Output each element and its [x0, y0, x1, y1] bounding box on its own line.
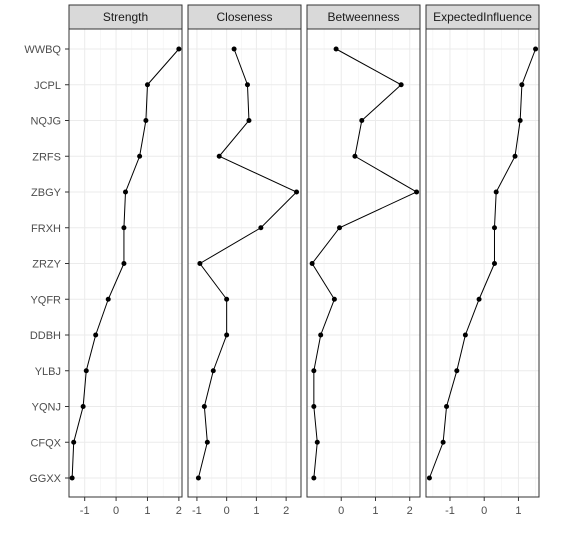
x-tick-label: 1: [372, 505, 378, 517]
data-point-closeness-jcpl: [244, 82, 250, 88]
y-tick-label-ddbh: DDBH: [30, 330, 61, 342]
data-point-betweenness-ylbj: [311, 368, 317, 374]
data-point-strength-nqjg: [143, 118, 149, 123]
data-point-closeness-ylbj: [210, 368, 216, 374]
y-tick-label-nqjg: NQJG: [30, 116, 61, 128]
data-point-expectedinfluence-yqnj: [444, 404, 450, 409]
data-point-strength-wwbq: [176, 46, 182, 52]
y-tick-label-zrfs: ZRFS: [32, 151, 61, 163]
panel-border: [68, 28, 183, 498]
panel-border: [425, 28, 540, 498]
data-point-strength-cfqx: [71, 439, 77, 445]
data-point-expectedinfluence-zbgy: [493, 189, 499, 195]
x-tick-label: 0: [338, 505, 344, 517]
data-point-expectedinfluence-cfqx: [440, 439, 446, 445]
data-point-betweenness-zrfs: [352, 153, 358, 159]
data-point-closeness-frxh: [258, 225, 264, 231]
data-point-strength-yqnj: [80, 404, 86, 409]
x-tick-label: 0: [224, 505, 230, 517]
data-point-expectedinfluence-ggxx: [426, 475, 432, 481]
data-point-closeness-zrzy: [197, 261, 203, 266]
x-tick-label: 2: [407, 505, 413, 517]
data-point-strength-frxh: [121, 225, 127, 231]
data-point-closeness-cfqx: [204, 439, 210, 445]
data-point-strength-yqfr: [105, 296, 111, 302]
data-point-closeness-yqnj: [201, 404, 207, 409]
facet-strip-label: Betweenness: [327, 10, 399, 24]
x-tick-label: 0: [113, 505, 119, 517]
data-point-closeness-zrfs: [216, 153, 222, 159]
y-tick-label-zbgy: ZBGY: [31, 187, 62, 199]
data-point-expectedinfluence-jcpl: [519, 82, 525, 88]
x-tick-label: 2: [283, 505, 289, 517]
data-point-expectedinfluence-zrzy: [491, 261, 497, 266]
x-tick-label: 1: [144, 505, 150, 517]
y-tick-label-wwbq: WWBQ: [24, 44, 61, 56]
y-tick-label-zrzy: ZRZY: [32, 259, 61, 271]
y-tick-label-yqnj: YQNJ: [32, 402, 61, 414]
panel-betweenness: Betweenness 0 1 2: [306, 4, 421, 517]
x-tick-label: 2: [176, 505, 182, 517]
data-point-expectedinfluence-yqfr: [476, 296, 482, 302]
x-tick-label: -1: [445, 505, 455, 517]
data-point-strength-ggxx: [69, 475, 75, 481]
x-tick-label: -1: [192, 505, 202, 517]
facet-strip-expectedinfluence: [425, 4, 540, 30]
data-point-betweenness-frxh: [337, 225, 343, 231]
facet-strip-betweenness: [306, 4, 421, 30]
x-tick-label: 1: [515, 505, 521, 517]
data-point-expectedinfluence-zrfs: [512, 153, 518, 159]
data-point-betweenness-zbgy: [414, 189, 420, 195]
data-point-betweenness-jcpl: [398, 82, 404, 88]
data-point-strength-zbgy: [123, 189, 128, 195]
data-point-strength-zrfs: [137, 153, 143, 159]
facet-strip-strength: [68, 4, 183, 30]
data-point-betweenness-ddbh: [318, 332, 324, 338]
data-point-betweenness-zrzy: [309, 261, 315, 266]
y-tick-label-ggxx: GGXX: [29, 473, 61, 485]
facet-strip-label: Closeness: [216, 10, 272, 24]
data-point-closeness-ddbh: [224, 332, 230, 338]
y-tick-label-cfqx: CFQX: [30, 437, 61, 449]
data-point-expectedinfluence-frxh: [491, 225, 497, 231]
data-point-betweenness-ggxx: [311, 475, 317, 481]
facet-strip-closeness: [187, 4, 302, 30]
facet-strip-label: ExpectedInfluence: [433, 10, 532, 24]
y-tick-label-frxh: FRXH: [31, 223, 61, 235]
facet-strip-label: Strength: [103, 10, 148, 24]
data-point-expectedinfluence-ddbh: [462, 332, 468, 338]
y-tick-label-yqfr: YQFR: [30, 294, 61, 306]
data-point-closeness-nqjg: [246, 118, 252, 123]
data-point-betweenness-nqjg: [359, 118, 365, 123]
data-point-expectedinfluence-ylbj: [454, 368, 460, 374]
data-point-expectedinfluence-wwbq: [533, 46, 539, 52]
data-point-strength-ddbh: [93, 332, 99, 338]
y-tick-label-jcpl: JCPL: [34, 80, 61, 92]
y-tick-label-ylbj: YLBJ: [35, 366, 61, 378]
x-tick-label: 1: [253, 505, 259, 517]
data-point-strength-jcpl: [144, 82, 150, 88]
data-point-closeness-yqfr: [224, 296, 230, 302]
x-tick-label: 0: [481, 505, 487, 517]
y-axis: WWBQ JCPL NQJG ZRFS ZBGY FRXH ZRZY YQFR DDBH YLBJ…: [24, 44, 69, 485]
data-point-expectedinfluence-nqjg: [517, 118, 523, 123]
data-point-betweenness-yqfr: [331, 296, 337, 302]
data-point-betweenness-wwbq: [333, 46, 339, 52]
panel-border: [187, 28, 302, 498]
panel-border: [306, 28, 421, 498]
panel-expectedinfluence: ExpectedInfluence -1 0 1: [425, 4, 540, 517]
data-point-betweenness-yqnj: [311, 404, 317, 409]
panel-strength: Strength -1 0 1 2: [68, 4, 183, 517]
data-point-strength-zrzy: [121, 261, 127, 266]
x-tick-label: -1: [80, 505, 90, 517]
data-point-closeness-ggxx: [195, 475, 201, 481]
data-point-closeness-wwbq: [231, 46, 237, 52]
panel-closeness: Closeness -1 0 1 2: [187, 4, 302, 517]
data-point-strength-ylbj: [83, 368, 89, 374]
data-point-betweenness-cfqx: [314, 439, 320, 445]
data-point-closeness-zbgy: [294, 189, 300, 195]
